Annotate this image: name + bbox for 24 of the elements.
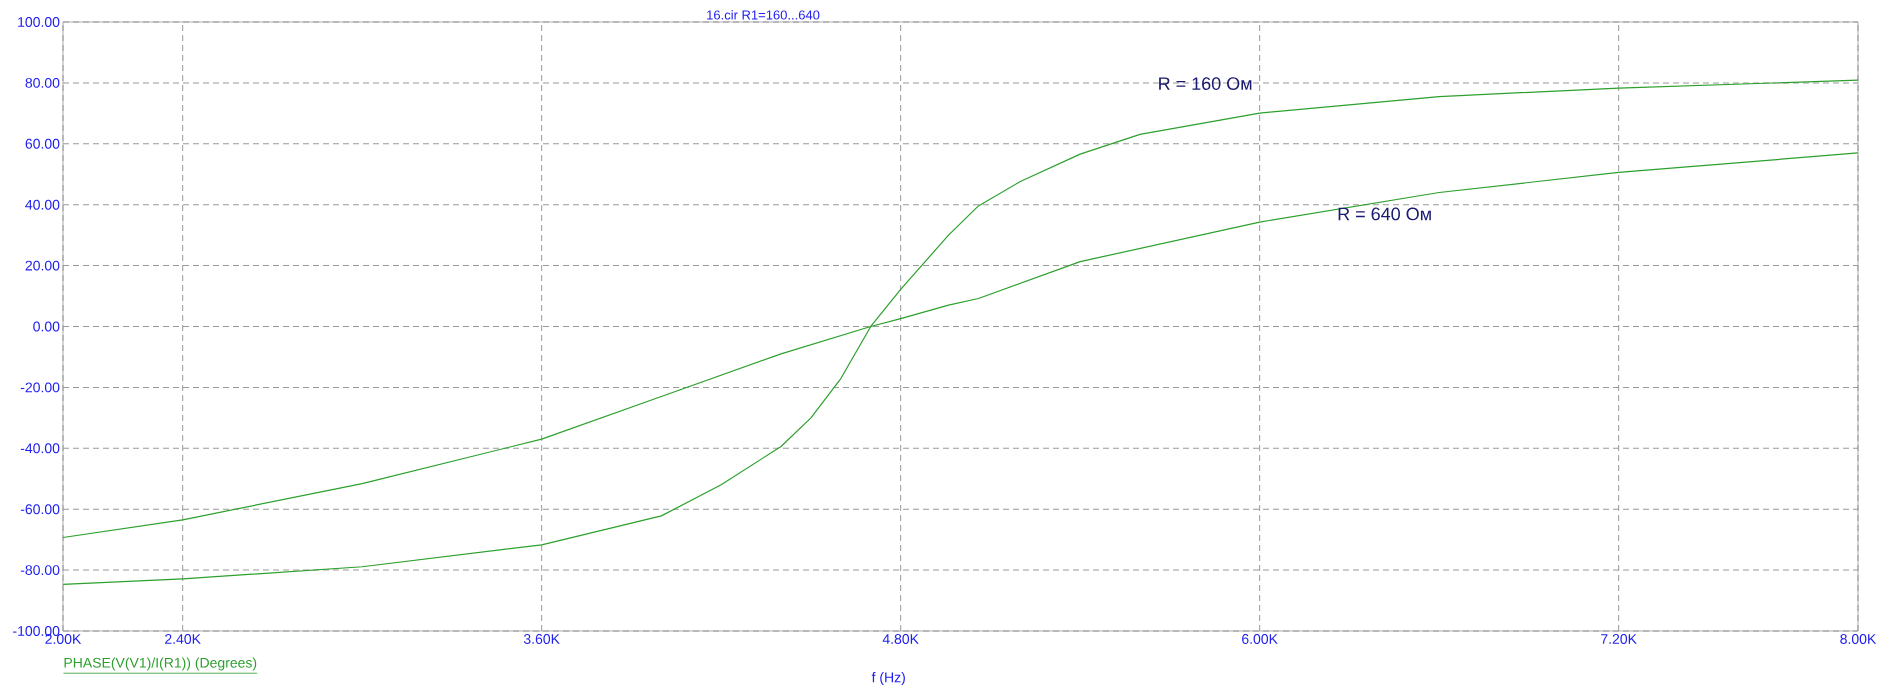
x-tick-label: 2.00K bbox=[45, 634, 82, 644]
x-tick-label: 2.40K bbox=[165, 634, 201, 644]
y-tick-label: -100.00 bbox=[13, 626, 60, 636]
chart-title: 16.cir R1=160...640 bbox=[707, 10, 820, 20]
x-tick-label: 4.80K bbox=[882, 634, 919, 644]
y-tick-label: -40.00 bbox=[20, 443, 60, 454]
y-tick-label: 100.00 bbox=[18, 17, 60, 27]
y-tick-label: -80.00 bbox=[20, 565, 60, 576]
y-tick-label: 80.00 bbox=[25, 77, 60, 88]
series-label: R = 160 Ом bbox=[1159, 77, 1252, 90]
x-tick-label: 8.00K bbox=[1840, 634, 1877, 644]
y-tick-label: 60.00 bbox=[25, 138, 60, 149]
series-label: R = 640 Ом bbox=[1338, 207, 1431, 221]
x-tick-label: 3.60K bbox=[523, 634, 560, 644]
x-axis-title: f (Hz) bbox=[871, 672, 905, 686]
x-tick-label: 7.20K bbox=[1601, 634, 1637, 644]
y-tick-label: -60.00 bbox=[20, 504, 60, 515]
text: PHASE(V(V1)/I(R1)) (Degrees) bbox=[64, 657, 257, 671]
y-tick-label: 40.00 bbox=[25, 199, 60, 210]
x-tick-label: 6.00K bbox=[1242, 634, 1278, 644]
y-tick-label: 0.00 bbox=[33, 321, 60, 332]
y-tick-label: 20.00 bbox=[25, 260, 60, 271]
line-series bbox=[62, 79, 1859, 585]
y-tick-label: -20.00 bbox=[20, 382, 60, 393]
